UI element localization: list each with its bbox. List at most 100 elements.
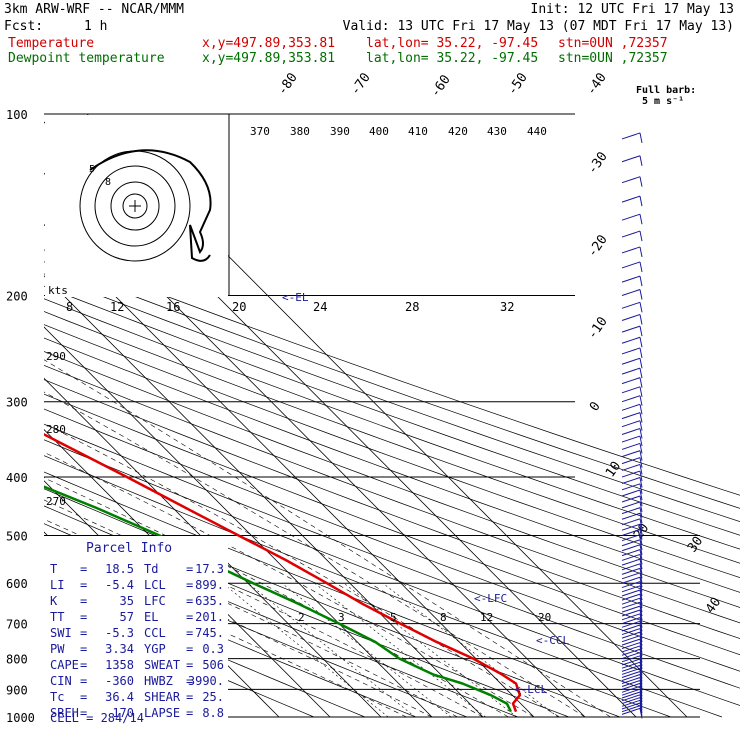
wind-barb-shaft <box>621 597 641 605</box>
theta-e-label: 270 <box>46 495 66 508</box>
parcel-value: 35 <box>120 594 134 608</box>
wind-barb-shaft <box>621 450 641 458</box>
wind-barb <box>621 605 643 617</box>
wind-barb-shaft <box>621 529 641 536</box>
parcel-equals: = <box>80 610 87 624</box>
pressure-tick-label: 1000 <box>6 711 35 725</box>
parcel-equals: = <box>186 642 193 656</box>
wind-barb <box>621 367 643 379</box>
wind-barb-flag <box>639 246 643 258</box>
temperature-tick-label: -20 <box>585 232 611 260</box>
wind-barb-shaft <box>621 593 641 601</box>
wind-barb <box>621 655 643 666</box>
wind-barb-shaft <box>621 367 641 375</box>
wind-barb <box>621 420 643 431</box>
wind-barb-flag <box>639 155 643 166</box>
wind-barb <box>621 661 643 673</box>
wind-barb <box>621 489 643 501</box>
wind-barb <box>621 347 643 359</box>
wind-barb-shaft <box>621 518 641 526</box>
temperature-latlon: lat,lon= 35.22, -97.45 <box>366 36 539 51</box>
wind-barb-shaft <box>621 386 641 394</box>
wind-barb <box>621 176 643 187</box>
parcel-key: SWI <box>50 626 72 640</box>
wind-barb-flag <box>639 420 643 431</box>
wind-barb-shaft <box>621 664 641 672</box>
pressure-tick-label: 300 <box>6 396 28 410</box>
wind-barb-flag <box>639 450 643 461</box>
wind-barb-flag <box>639 495 643 507</box>
dry-adiabat-line <box>44 379 740 639</box>
parcel-value: 8.8 <box>202 706 224 720</box>
level-marker-el: <-EL <box>282 291 309 304</box>
wind-barb <box>621 501 643 512</box>
isotherm-line <box>44 377 382 718</box>
wind-barb-shaft <box>621 155 641 163</box>
parcel-equals: = <box>80 578 87 592</box>
wind-barb <box>621 529 643 540</box>
wind-barb <box>621 463 643 475</box>
wind-barb-shaft <box>621 395 641 403</box>
pressure-tick-label: 700 <box>6 618 28 632</box>
parcel-key: Tc <box>50 690 64 704</box>
parcel-equals: = <box>186 562 193 576</box>
wind-barb-flag <box>639 544 643 555</box>
dewpoint-xy: x,y=497.89,353.81 <box>202 51 336 66</box>
wind-barb-flag <box>639 708 643 719</box>
wind-barb <box>621 377 643 388</box>
wind-barb-flag <box>639 602 643 613</box>
wind-barb-shaft <box>621 661 641 669</box>
wind-barb <box>621 534 643 545</box>
wind-barb-shaft <box>621 246 641 254</box>
wind-barb <box>621 593 643 605</box>
parcel-equals: = <box>80 658 87 672</box>
parcel-key: SREH <box>50 706 79 720</box>
wind-barb-flag <box>639 563 643 574</box>
wind-barb-shaft <box>621 601 641 609</box>
wind-barb-shaft <box>621 691 641 699</box>
wind-barb-flag <box>639 705 643 716</box>
hodograph-speed-label: 24 <box>313 300 327 314</box>
wind-barb-flag <box>639 649 643 660</box>
wind-barb-flag <box>639 665 643 676</box>
hodograph-ring-label: 8 <box>105 177 111 188</box>
wind-barb-shaft <box>621 428 641 435</box>
wind-barb-flag <box>639 639 643 650</box>
wind-barb-flag <box>639 683 643 694</box>
wind-barb-flag <box>639 337 643 348</box>
dewpoint-latlon: lat,lon= 35.22, -97.45 <box>366 51 539 66</box>
wind-barb <box>621 628 643 639</box>
hodograph-speed-label: 16 <box>166 300 180 314</box>
hodograph-speed-units: kts <box>48 284 68 297</box>
wind-barb-flag <box>639 613 643 624</box>
wind-barb <box>621 638 643 650</box>
wind-barb-flag <box>639 518 643 529</box>
wind-barb-shaft <box>621 549 641 557</box>
wind-barb-flag <box>639 674 643 685</box>
wind-barb-flag <box>639 581 643 592</box>
wind-barb-shaft <box>621 553 641 561</box>
wind-barb-shaft <box>621 677 641 684</box>
hodograph-ring <box>94 165 176 247</box>
wind-barb <box>621 707 643 719</box>
wind-barb-flag <box>639 176 643 187</box>
mixing-ratio-line <box>314 582 486 718</box>
parcel-key: LFC <box>144 594 166 608</box>
wind-barb-flag <box>639 132 643 144</box>
wind-barb-shaft <box>621 176 641 184</box>
wind-barb-shaft <box>621 638 641 646</box>
wind-barb <box>621 544 643 555</box>
temperature-tick-label: -80 <box>275 70 301 98</box>
parcel-value: 1358 <box>105 658 134 672</box>
wind-barb-flag <box>639 700 643 711</box>
wind-barb <box>621 539 643 550</box>
dry-adiabat-line <box>44 408 740 672</box>
mixing-ratio-label: 2 <box>298 611 305 624</box>
wind-barb-shaft <box>621 275 641 283</box>
wind-barb-flag <box>639 196 643 207</box>
mixing-ratio-label: 12 <box>480 611 493 624</box>
wind-barb <box>621 435 643 447</box>
wind-barb-shaft <box>621 624 641 632</box>
pressure-tick-label: 600 <box>6 577 28 591</box>
theta-tick-label: 390 <box>330 125 350 138</box>
